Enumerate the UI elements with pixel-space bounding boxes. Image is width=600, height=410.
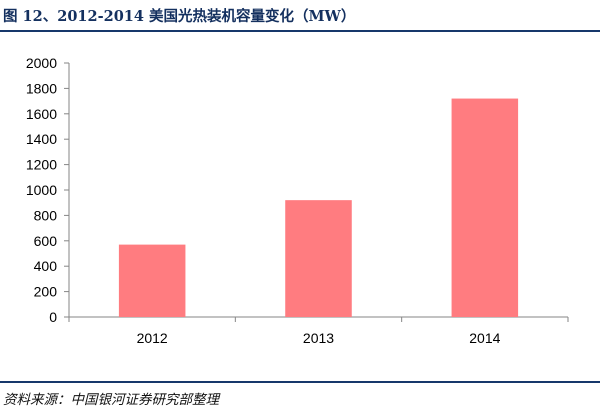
y-tick-label: 200 (34, 284, 58, 300)
bar-2012 (118, 244, 186, 317)
x-tick-label: 2012 (137, 330, 168, 346)
chart-title: 图 12、2012-2014 美国光热装机容量变化（MW） (3, 8, 356, 25)
bar-2013 (285, 200, 352, 317)
y-tick-label: 1200 (26, 157, 57, 173)
title-divider (0, 30, 600, 32)
y-axis: 0 200 400 600 800 1000 1200 1400 1600 1800 2000 (26, 55, 70, 325)
y-tick-label: 800 (34, 207, 58, 223)
y-tick-label: 600 (34, 233, 58, 249)
y-tick-label: 1400 (26, 131, 57, 147)
bar-chart: 0 200 400 600 800 1000 1200 1400 1600 1800 2000 20… (26, 55, 569, 346)
x-axis: 2012 2013 2014 (68, 316, 569, 346)
bar-2014 (451, 98, 519, 317)
source-note: 资料来源：中国银河证券研究部整理 (3, 392, 219, 408)
y-tick-label: 2000 (26, 55, 57, 71)
bar-series (118, 98, 519, 317)
y-tick-label: 400 (34, 258, 58, 274)
source-divider (0, 381, 600, 383)
x-tick-label: 2013 (303, 330, 334, 346)
y-tick-label: 1600 (26, 106, 57, 122)
y-tick-label: 0 (49, 309, 57, 325)
x-tick-label: 2014 (469, 330, 500, 346)
y-tick-label: 1800 (26, 80, 57, 96)
y-tick-label: 1000 (26, 182, 57, 198)
